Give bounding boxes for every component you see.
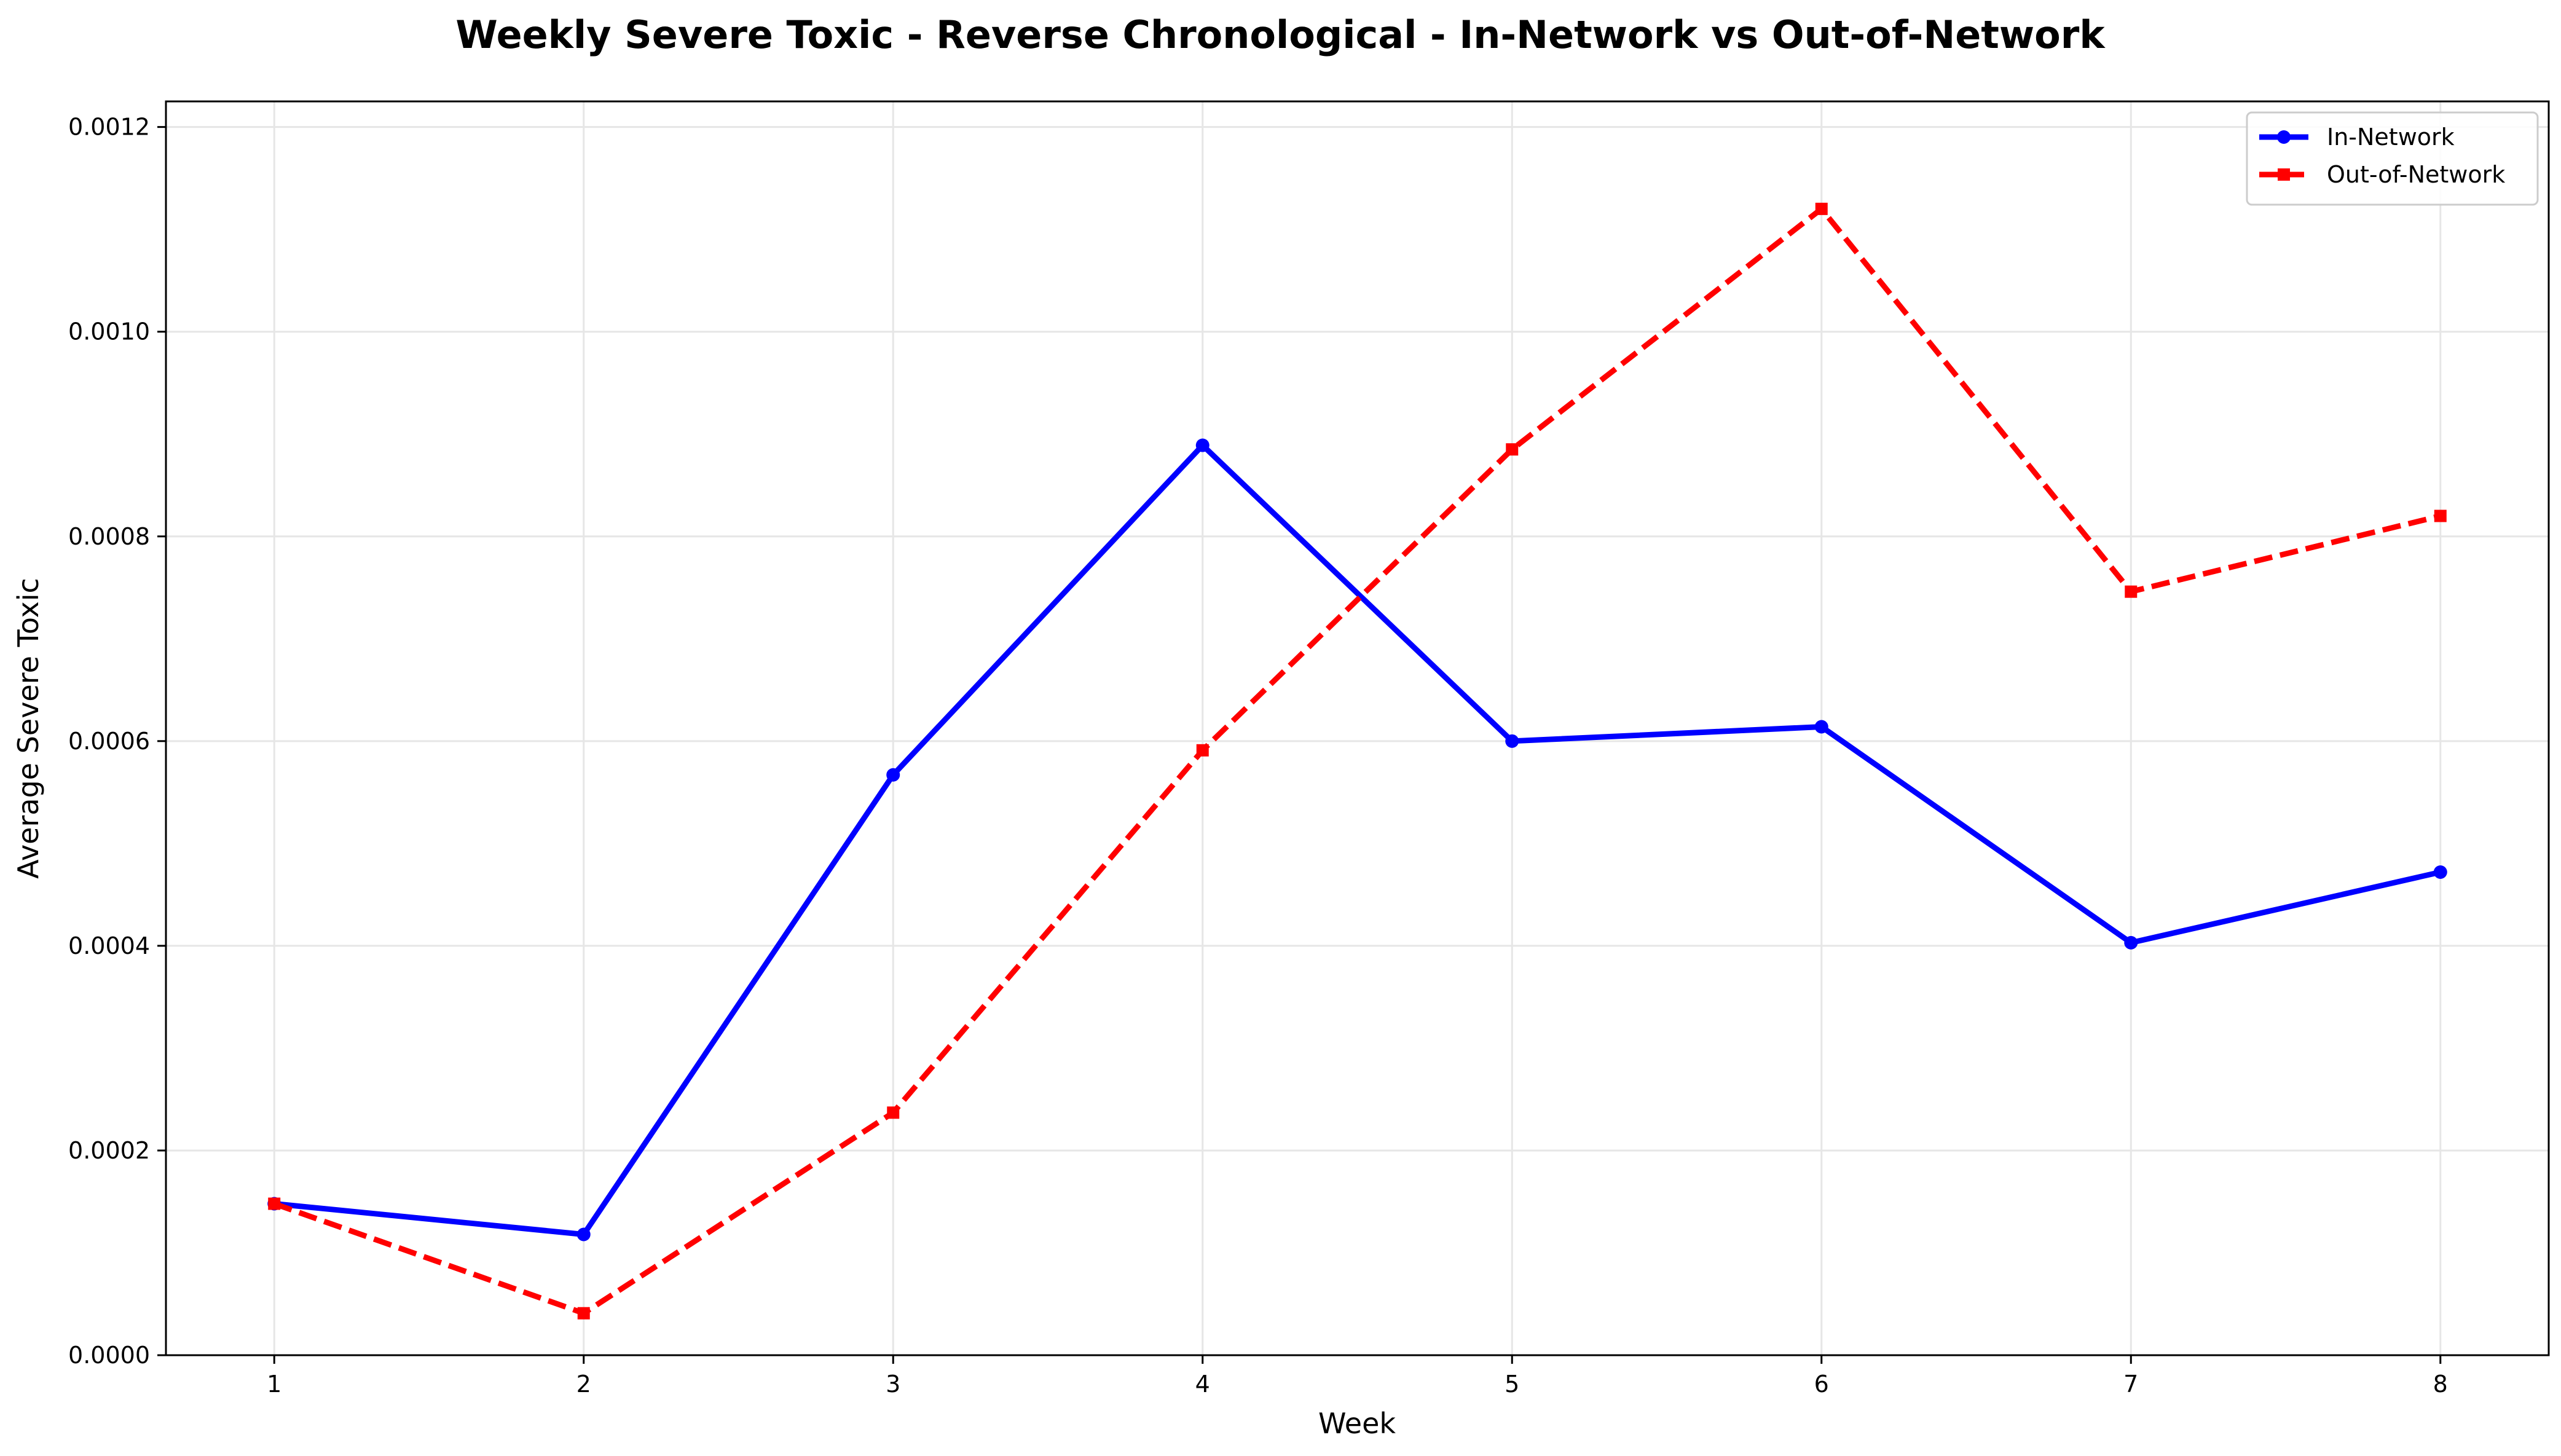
x-tick-label: 5 [1505, 1371, 1519, 1398]
y-tick-label: 0.0002 [68, 1137, 150, 1164]
legend-entry: In-Network [2259, 124, 2455, 151]
y-tick-label: 0.0012 [68, 114, 150, 141]
series-out-of-network [268, 202, 2447, 1320]
data-point [2434, 510, 2447, 522]
data-point [576, 1227, 591, 1242]
data-point [2125, 585, 2138, 598]
data-point [1814, 720, 1828, 734]
y-tick-label: 0.0006 [68, 728, 150, 755]
x-tick-label: 2 [576, 1371, 591, 1398]
x-tick-label: 8 [2433, 1371, 2448, 1398]
x-tick-label: 1 [267, 1371, 281, 1398]
x-tick-label: 4 [1195, 1371, 1210, 1398]
data-point [1815, 202, 1828, 215]
y-axis-label: Average Severe Toxic [12, 578, 45, 879]
legend-marker [2277, 130, 2291, 144]
data-point [2433, 865, 2447, 879]
legend-marker [2278, 168, 2290, 181]
series-line [273, 443, 2441, 1237]
x-tick-label: 7 [2123, 1371, 2138, 1398]
series-group [267, 202, 2447, 1320]
grid-lines [166, 101, 2549, 1356]
data-point [1505, 734, 1519, 748]
x-tick-label: 3 [886, 1371, 900, 1398]
data-point [887, 1106, 900, 1119]
data-point [2124, 935, 2138, 950]
data-point [886, 768, 900, 782]
legend-frame [2246, 111, 2539, 206]
y-tick-label: 0.0008 [68, 523, 150, 550]
x-axis-label: Week [1318, 1407, 1396, 1440]
data-point [1195, 438, 1210, 452]
chart-title: Weekly Severe Toxic - Reverse Chronologi… [455, 12, 2106, 57]
data-point [268, 1197, 281, 1210]
x-tick-label: 6 [1814, 1371, 1829, 1398]
legend: In-Network Out-of-Network [2246, 111, 2539, 206]
y-tick-label: 0.0000 [68, 1342, 150, 1369]
data-point [1196, 744, 1209, 757]
legend-label: Out-of-Network [2327, 161, 2505, 188]
y-tick-label: 0.0010 [68, 318, 150, 345]
y-axis: 0.0000 0.0002 0.0004 0.0006 0.0008 0.0010 0.00… [68, 114, 166, 1369]
series-line [273, 206, 2441, 1316]
x-axis: 1 2 3 4 5 6 7 8 [267, 1355, 2448, 1398]
legend-label: In-Network [2327, 124, 2455, 151]
plot-frame [165, 100, 2550, 1356]
data-point [1506, 443, 1519, 456]
series-in-network [267, 438, 2447, 1242]
y-tick-label: 0.0004 [68, 932, 150, 959]
data-point [577, 1307, 590, 1320]
legend-entry: Out-of-Network [2259, 161, 2505, 188]
